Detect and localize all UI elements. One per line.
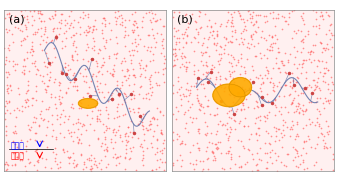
Text: (a): (a) [9, 15, 25, 25]
Text: (b): (b) [177, 15, 193, 25]
Text: 親水性: 親水性 [10, 141, 24, 150]
Polygon shape [213, 84, 245, 107]
Polygon shape [78, 99, 98, 108]
Text: 疏水性: 疏水性 [10, 151, 24, 160]
Polygon shape [229, 78, 251, 97]
